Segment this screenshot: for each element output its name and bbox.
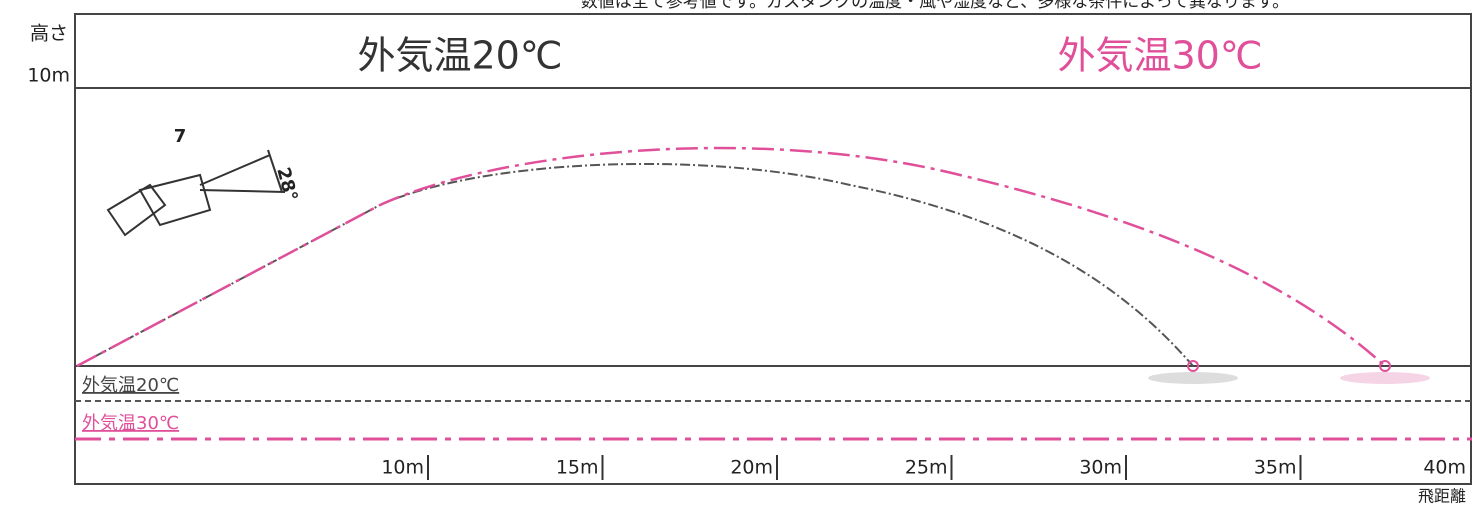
gun-label: 7	[174, 126, 187, 147]
legend-label: 外気温30℃	[82, 413, 179, 434]
angle-label: 28°	[272, 165, 301, 203]
landing-shadow	[1148, 372, 1238, 384]
landing-point	[1187, 360, 1199, 372]
x-tick-label: 15m	[556, 457, 599, 479]
legend-label: 外気温20℃	[82, 375, 179, 396]
title-30: 外気温30℃	[1057, 34, 1262, 78]
y-axis-label: 高さ	[30, 23, 68, 45]
gun-icon	[106, 149, 286, 237]
landing-shadow	[1340, 372, 1430, 384]
x-tick-label: 20m	[730, 457, 773, 479]
x-tick-label: 40m	[1423, 457, 1466, 479]
note: 数値は全て参考値です。ガスタンクの温度・風や湿度など、多様な条件によって異なりま…	[581, 0, 1289, 12]
frame	[74, 13, 1472, 485]
x-tick-label: 30m	[1079, 457, 1122, 479]
y-max-label: 10m	[27, 65, 70, 87]
x-tick-label: 25m	[905, 457, 948, 479]
trajectory-30	[76, 146, 1386, 368]
trajectory-20	[76, 162, 1194, 367]
landing-point	[1379, 360, 1391, 372]
x-axis-label: 飛距離	[1418, 487, 1466, 506]
x-tick-label: 10m	[381, 457, 424, 479]
title-20: 外気温20℃	[357, 34, 562, 78]
x-tick-label: 35m	[1254, 457, 1297, 479]
